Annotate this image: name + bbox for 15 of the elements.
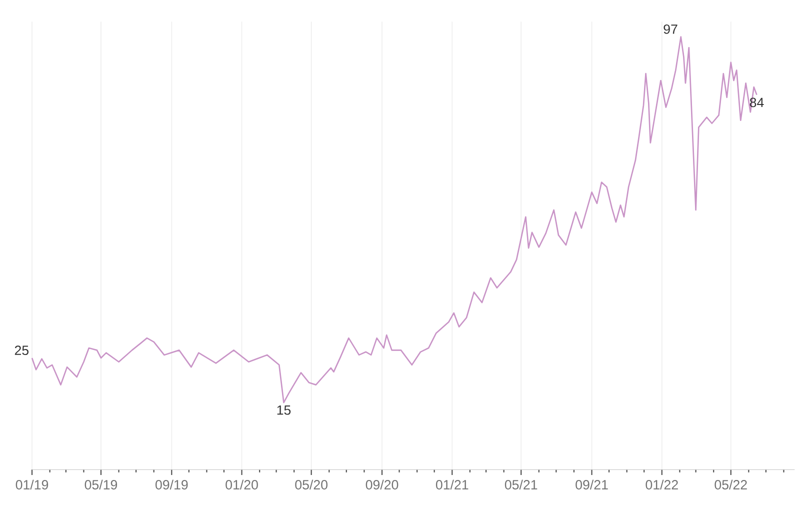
x-tick-label: 05/21	[504, 480, 538, 490]
x-tick-label: 05/19	[84, 480, 118, 490]
x-tick-label: 01/22	[646, 480, 678, 490]
x-tick-label: 05/22	[714, 480, 747, 490]
annotation: 25	[14, 346, 29, 356]
x-tick-label: 09/21	[576, 480, 608, 490]
x-tick-label: 01/20	[226, 480, 258, 490]
x-tick-label: 09/20	[366, 480, 398, 490]
annotation: 15	[277, 405, 291, 415]
annotation: 84	[750, 98, 764, 108]
x-tick-label: 05/20	[295, 480, 328, 490]
x-tick-label: 01/21	[436, 480, 468, 490]
x-tick-label: 09/19	[156, 480, 188, 490]
x-tick-label: 01/19	[16, 480, 48, 490]
annotation: 97	[664, 24, 678, 34]
